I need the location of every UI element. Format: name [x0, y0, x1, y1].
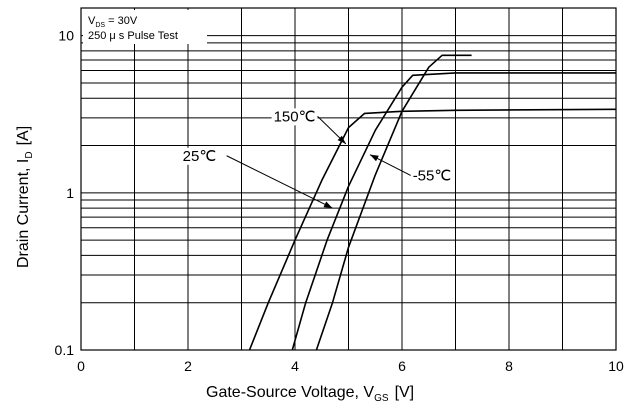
- conditions-vds-subscript: DS: [95, 22, 105, 29]
- conditions-box-background: [83, 10, 207, 44]
- conditions-vds-symbol: V: [88, 15, 96, 27]
- x-axis-title-unit: [V]: [395, 384, 415, 401]
- conditions-line-2: 250 μ s Pulse Test: [88, 30, 178, 42]
- y-axis-title-unit: [A]: [15, 126, 32, 146]
- tick-labels: 0 2 4 6 8 10 0.1 1 10: [55, 28, 624, 374]
- grid-lines: [81, 8, 616, 350]
- conditions-vds-value: = 30V: [105, 15, 138, 27]
- y-axis-title: Drain Current, ID [A]: [15, 126, 35, 268]
- x-axis-title-main: Gate-Source Voltage, V: [206, 384, 374, 401]
- y-axis-title-subscript: D: [24, 151, 35, 158]
- curve-25℃: [291, 72, 616, 351]
- x-tick-label: 4: [291, 358, 299, 374]
- y-axis-title-main: Drain Current, I: [15, 159, 32, 268]
- x-axis-title-subscript: GS: [374, 393, 389, 404]
- curve-label-background: [271, 108, 318, 126]
- y-tick-label: 10: [58, 28, 74, 44]
- x-tick-label: 8: [505, 358, 513, 374]
- curve-label-background: [180, 147, 219, 165]
- x-tick-label: 0: [77, 358, 85, 374]
- conditions-line-1: VDS = 30V: [88, 15, 138, 29]
- label-arrowhead: [323, 201, 333, 209]
- label-leader-line: [226, 155, 333, 209]
- curve-150℃: [248, 108, 617, 351]
- y-tick-label: 1: [66, 185, 74, 201]
- y-tick-label: 0.1: [55, 342, 75, 358]
- curve-label-background: [410, 167, 454, 185]
- x-tick-label: 2: [184, 358, 192, 374]
- curve-labels-layer: 150℃ 25℃ -55℃: [180, 108, 454, 209]
- conditions-box: VDS = 30V 250 μ s Pulse Test: [83, 10, 207, 44]
- x-tick-label: 6: [398, 358, 406, 374]
- curve-label: 25℃: [183, 148, 217, 165]
- x-tick-label: 10: [608, 358, 624, 374]
- label-arrowhead: [337, 135, 346, 144]
- curve-label: -55℃: [413, 167, 452, 184]
- curves-layer: [248, 54, 617, 351]
- curve-label: 150℃: [274, 108, 316, 125]
- label-arrowhead: [369, 154, 379, 162]
- plot-frame: [80, 7, 617, 351]
- curve--55℃: [315, 54, 472, 351]
- x-axis-title: Gate-Source Voltage, VGS [V]: [206, 384, 414, 404]
